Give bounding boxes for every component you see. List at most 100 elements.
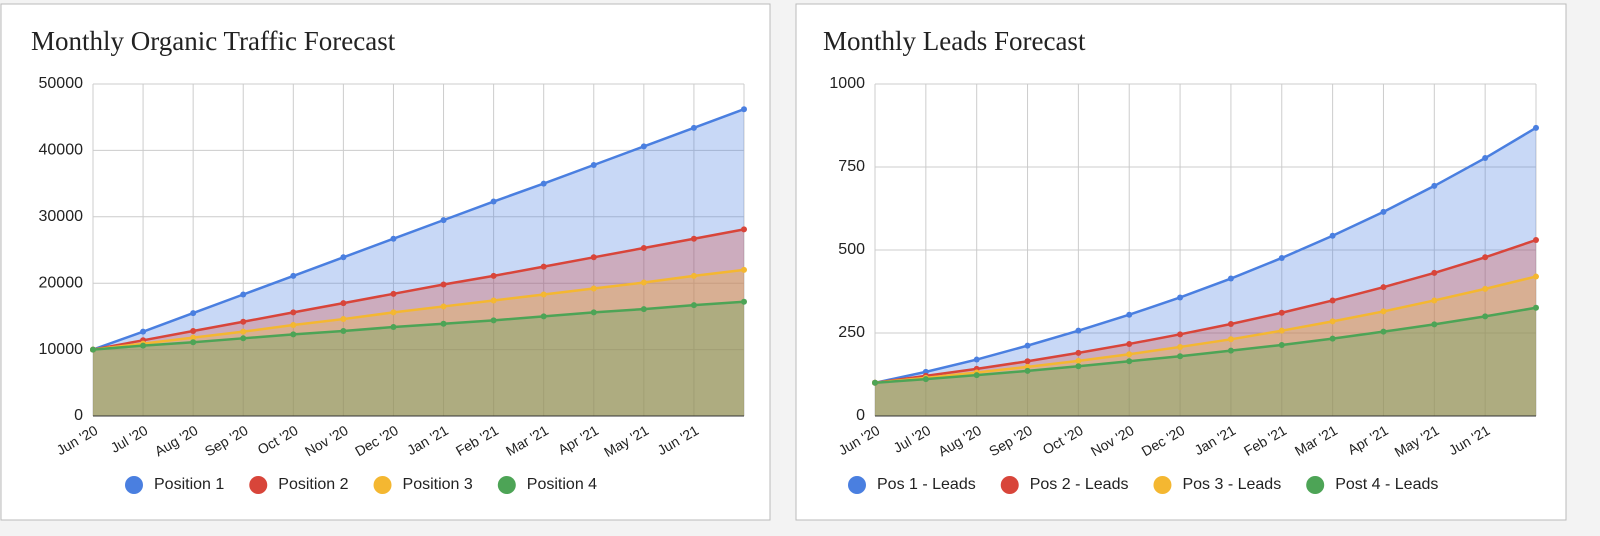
point	[1329, 232, 1336, 239]
line	[874, 126, 1537, 385]
point	[1024, 358, 1031, 365]
y-tick-label: 0	[856, 407, 865, 424]
point	[872, 379, 878, 386]
area	[93, 301, 744, 416]
point	[690, 124, 697, 131]
point	[240, 335, 247, 342]
point	[440, 303, 447, 310]
area	[875, 307, 1536, 416]
y-tick-label: 50000	[39, 75, 84, 92]
point	[1177, 331, 1184, 338]
point	[190, 328, 197, 335]
point	[1533, 304, 1539, 311]
y-tick-label: 20000	[39, 274, 84, 291]
point	[290, 331, 297, 338]
point	[340, 328, 347, 335]
point	[1482, 313, 1489, 320]
point	[1431, 297, 1438, 304]
point	[741, 266, 747, 273]
point	[1329, 297, 1336, 304]
legend-label: Pos 1 - Leads	[877, 476, 976, 493]
legend-marker	[125, 476, 143, 494]
point	[1482, 254, 1489, 261]
line	[92, 268, 745, 351]
legend-marker	[1153, 476, 1172, 494]
y-tick-label: 1000	[829, 75, 865, 92]
point	[340, 316, 347, 323]
point	[1024, 367, 1031, 374]
y-tick-label: 500	[838, 241, 865, 258]
point	[390, 324, 397, 331]
point	[1075, 357, 1082, 364]
point	[1126, 351, 1133, 358]
point	[540, 291, 547, 298]
point	[1126, 311, 1133, 318]
point	[340, 300, 347, 307]
line	[92, 300, 745, 351]
point	[1227, 321, 1234, 328]
y-tick-label: 750	[838, 158, 865, 175]
legend-label: Position 4	[527, 476, 597, 493]
point	[1482, 155, 1489, 162]
point	[640, 279, 647, 286]
point	[1431, 269, 1438, 276]
chart-panel	[795, 3, 1567, 521]
area	[875, 240, 1536, 416]
point	[1380, 308, 1387, 315]
point	[190, 334, 197, 341]
point	[1075, 349, 1082, 356]
point	[1431, 321, 1438, 328]
point	[1533, 124, 1539, 131]
point	[490, 272, 497, 279]
point	[1482, 285, 1489, 292]
area	[93, 109, 744, 417]
point	[1329, 318, 1336, 325]
point	[540, 180, 547, 187]
point	[1075, 327, 1082, 334]
point	[741, 298, 747, 305]
point	[340, 254, 347, 261]
point	[590, 285, 597, 292]
legend-label: Pos 2 - Leads	[1030, 476, 1129, 493]
point	[190, 339, 197, 346]
point	[140, 342, 147, 349]
legend-marker	[1000, 476, 1019, 494]
point	[640, 245, 647, 252]
point	[1380, 284, 1387, 291]
point	[490, 297, 497, 304]
point	[690, 272, 697, 279]
chart-title: Monthly Organic Traffic Forecast	[31, 26, 396, 56]
point	[540, 263, 547, 270]
point	[690, 235, 697, 242]
area	[875, 276, 1536, 416]
line	[874, 275, 1537, 385]
point	[1227, 336, 1234, 343]
point	[1380, 328, 1387, 335]
point	[640, 143, 647, 150]
line	[92, 228, 745, 351]
chart-title: Monthly Leads Forecast	[823, 26, 1086, 56]
y-tick-label: 10000	[39, 341, 84, 358]
point	[240, 318, 247, 325]
legend-marker	[1306, 476, 1325, 494]
point	[1278, 309, 1285, 316]
point	[922, 376, 929, 383]
point	[690, 302, 697, 309]
point	[140, 328, 147, 335]
legend-marker	[497, 476, 516, 494]
point	[1227, 347, 1234, 354]
point	[1177, 343, 1184, 350]
point	[590, 162, 597, 169]
point	[490, 317, 497, 324]
point	[1533, 237, 1539, 244]
legend-label: Position 3	[403, 476, 473, 493]
legend-marker	[249, 476, 268, 494]
point	[1533, 273, 1539, 280]
point	[1024, 342, 1031, 349]
point	[590, 254, 597, 261]
line	[92, 108, 745, 351]
legend-label: Position 1	[154, 476, 224, 493]
point	[1278, 341, 1285, 348]
